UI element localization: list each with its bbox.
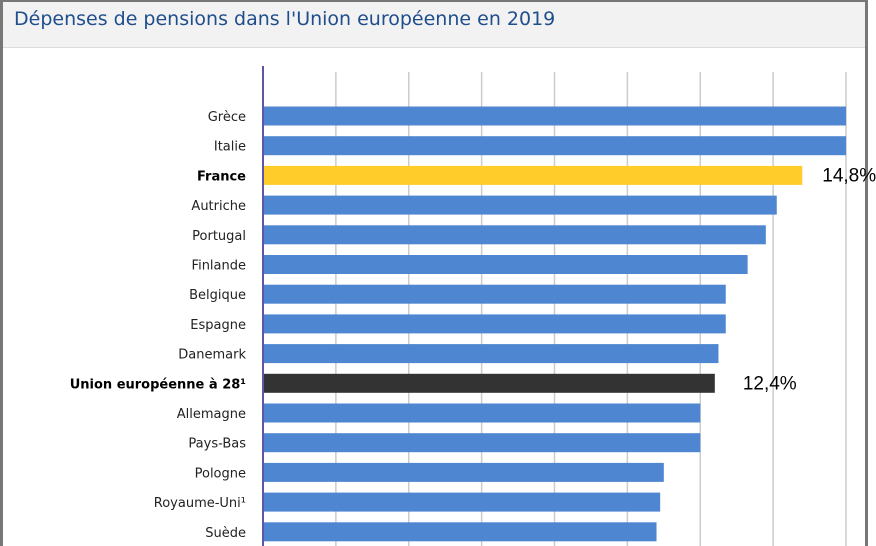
chart-title: Dépenses de pensions dans l'Union europé…	[14, 8, 556, 30]
data-label: 14,8%	[822, 165, 876, 186]
bar-11	[263, 433, 701, 453]
category-label: Union européenne à 28¹	[70, 377, 246, 392]
bar-0	[263, 106, 846, 126]
category-label: Portugal	[192, 229, 246, 244]
bar-13	[263, 492, 661, 512]
category-label: Espagne	[190, 318, 246, 333]
category-label: France	[197, 169, 246, 184]
data-label: 12,4%	[743, 373, 797, 394]
category-label: Finlande	[192, 259, 246, 274]
bar-7	[263, 314, 726, 334]
category-label: Italie	[214, 140, 246, 155]
bar-8	[263, 344, 719, 364]
category-label: Danemark	[178, 348, 246, 363]
category-label: Grèce	[208, 110, 246, 125]
category-label: Belgique	[189, 288, 246, 303]
bar-10	[263, 403, 701, 423]
bar-5	[263, 255, 748, 274]
title-bar: Dépenses de pensions dans l'Union europé…	[3, 2, 865, 48]
bar-3	[263, 195, 777, 215]
bar-2	[263, 165, 803, 185]
category-label: Royaume-Uni¹	[154, 496, 246, 511]
bar-1	[263, 136, 846, 156]
category-label: Suède	[205, 526, 246, 541]
category-label: Autriche	[191, 199, 246, 214]
bar-9	[263, 373, 715, 393]
category-label: Allemagne	[177, 407, 246, 422]
category-label: Pologne	[195, 466, 246, 481]
bar-4	[263, 225, 766, 245]
bar-14	[263, 522, 657, 542]
category-label: Pays-Bas	[188, 437, 246, 452]
bar-6	[263, 284, 726, 304]
bar-12	[263, 462, 664, 482]
